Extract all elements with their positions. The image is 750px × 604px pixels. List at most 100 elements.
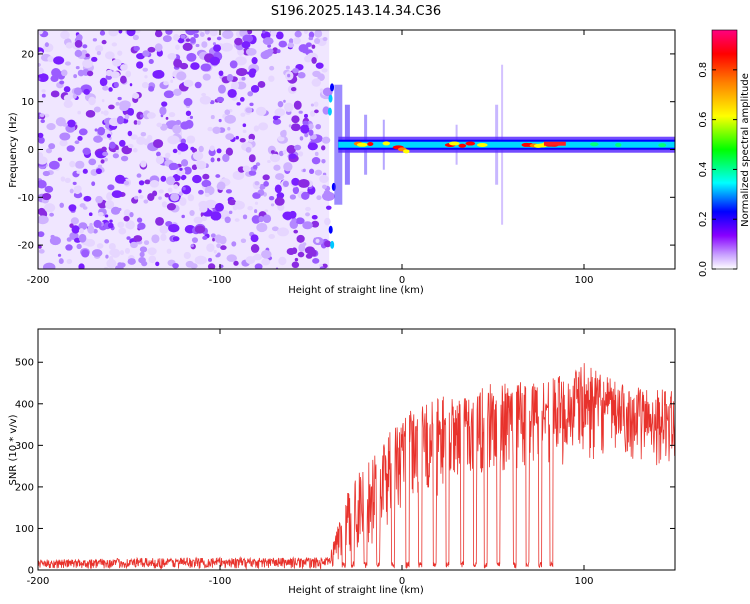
noise-blob [64, 177, 71, 184]
noise-blob [291, 177, 300, 186]
noise-blob [181, 185, 192, 195]
noise-blob [250, 244, 260, 253]
noise-blob [82, 168, 88, 174]
noise-blob [42, 193, 52, 201]
noise-blob [235, 200, 242, 207]
snr-series-line [38, 363, 675, 570]
noise-blob [107, 222, 114, 229]
noise-blob [105, 254, 109, 259]
noise-blob [137, 222, 146, 230]
noise-blob [254, 263, 263, 269]
noise-blob [78, 222, 88, 231]
noise-blob [272, 47, 279, 55]
snr-panel: -200 -100 0 100 0 100 200 300 400 500 Height of … [8, 328, 676, 596]
noise-blob [189, 263, 198, 269]
noise-blob [305, 212, 310, 217]
noise-blob [75, 66, 80, 70]
noise-blob [273, 164, 281, 171]
noise-blob [284, 102, 294, 113]
noise-blob [258, 122, 269, 131]
noise-blob [253, 253, 262, 261]
noise-blob [102, 85, 109, 91]
noise-blob [146, 112, 156, 119]
noise-blob [248, 133, 256, 141]
noise-blob [170, 79, 174, 84]
noise-blob [254, 201, 259, 205]
noise-blob [101, 99, 105, 103]
noise-blob [292, 186, 300, 195]
noise-blob [180, 34, 186, 39]
snr-y-tick-label: 0 [28, 566, 34, 577]
noise-blob [207, 37, 211, 41]
colorbar-tick-label: 0.2 [698, 211, 709, 227]
noise-blob [216, 157, 221, 162]
noise-blob [190, 146, 195, 151]
noise-blob [321, 68, 328, 73]
noise-blob [138, 180, 145, 186]
noise-blob [177, 150, 182, 155]
noise-blob [139, 246, 148, 253]
noise-blob [202, 235, 208, 240]
noise-blob [91, 249, 103, 257]
noise-blob [213, 44, 222, 52]
noise-blob [256, 193, 261, 198]
noise-blob [181, 214, 185, 219]
noise-blob [40, 119, 45, 124]
noise-blob [224, 114, 236, 124]
edge-speck [328, 94, 333, 103]
noise-blob [210, 157, 215, 163]
noise-blob [83, 195, 92, 202]
noise-blob [240, 238, 247, 244]
tone-hotspot [465, 141, 476, 146]
noise-blob [179, 197, 187, 206]
noise-blob [132, 34, 139, 41]
noise-blob [57, 157, 63, 162]
noise-blob [235, 56, 247, 66]
noise-blob [68, 204, 77, 212]
noise-blob [261, 258, 271, 266]
noise-blob [313, 101, 319, 107]
noise-blob [212, 237, 216, 242]
noise-blob [59, 132, 71, 141]
noise-blob [260, 51, 270, 60]
noise-blob [227, 199, 237, 206]
noise-blob [292, 37, 301, 45]
noise-blob [172, 262, 179, 269]
noise-blob [96, 50, 102, 56]
noise-blob [264, 209, 269, 213]
noise-blob [91, 56, 98, 62]
noise-blob [322, 37, 328, 42]
noise-blob [282, 180, 289, 188]
noise-blob [110, 248, 121, 258]
noise-blob [144, 75, 148, 79]
noise-blob [143, 199, 149, 204]
noise-blob [247, 91, 254, 97]
noise-blob [291, 261, 300, 269]
noise-blob [298, 179, 310, 188]
noise-blob [190, 62, 200, 70]
noise-blob [321, 159, 326, 164]
noise-blob [117, 262, 123, 267]
tone-hotspot [382, 141, 391, 146]
noise-blob [213, 249, 217, 254]
noise-blob [38, 156, 48, 165]
noise-blob [113, 81, 119, 88]
noise-blob [262, 37, 274, 46]
noise-blob [183, 97, 193, 107]
noise-blob [198, 145, 204, 153]
noise-blob [107, 201, 111, 205]
noise-blob [299, 136, 304, 141]
noise-blob [201, 179, 212, 188]
noise-blob [206, 243, 215, 253]
noise-blob [278, 150, 284, 157]
spectrogram-y-tick-label: 0 [28, 145, 34, 156]
noise-blob [73, 74, 78, 79]
noise-blob [204, 30, 210, 35]
noise-blob [310, 103, 315, 107]
noise-blob [41, 89, 46, 93]
snr-x-tick-label: 0 [399, 576, 405, 587]
noise-blob [170, 193, 180, 202]
noise-blob [302, 120, 309, 126]
noise-blob [308, 31, 315, 39]
noise-blob [283, 99, 286, 103]
